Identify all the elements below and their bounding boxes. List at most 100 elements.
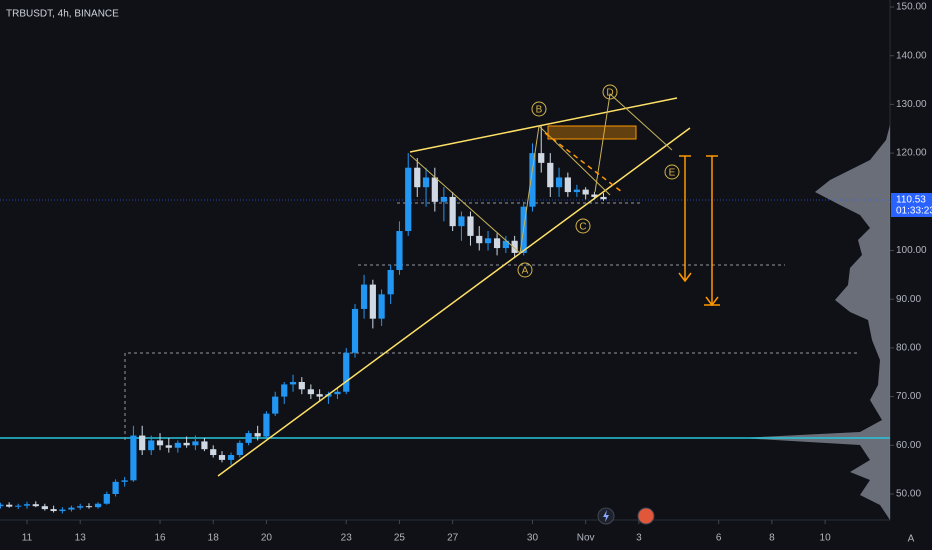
candle-body	[467, 216, 474, 236]
candle-body	[15, 505, 22, 507]
candle-body	[210, 449, 217, 456]
candle-body	[316, 394, 323, 397]
lightning-icon	[603, 510, 609, 522]
trend-line	[217, 127, 691, 477]
candle-body	[529, 153, 536, 207]
candle-body	[405, 167, 412, 232]
x-tick-label: 10	[820, 533, 832, 544]
wave-dashed	[544, 132, 623, 193]
candle-body	[112, 481, 119, 494]
y-tick-label: 140.00	[896, 50, 927, 61]
last-price: 110.53	[896, 195, 926, 206]
auto-scale-button[interactable]: A	[908, 534, 915, 545]
candle-body	[369, 284, 376, 319]
candle-body	[600, 196, 607, 200]
candle-body	[484, 238, 492, 244]
y-tick-label: 120.00	[896, 148, 927, 159]
candle-body	[236, 442, 243, 456]
candle-body	[245, 433, 252, 443]
wave-label-circle	[575, 218, 591, 234]
x-tick-label: 6	[716, 533, 722, 544]
x-tick-label: 30	[527, 533, 539, 544]
candle-body	[538, 153, 545, 163]
wave-label: D	[606, 88, 613, 99]
x-tick-label: 20	[261, 533, 273, 544]
candle-body	[148, 440, 155, 451]
countdown: 01:33:23	[896, 206, 932, 217]
candle-body	[360, 284, 368, 309]
candle-body	[396, 231, 403, 270]
wave-labels: A B C D E	[517, 84, 680, 278]
candle-body	[201, 441, 208, 450]
candle-body	[192, 441, 199, 446]
candle-body	[281, 384, 288, 397]
y-tick-label: 150.00	[896, 2, 927, 13]
x-tick-label: 16	[154, 533, 166, 544]
y-tick-label: 130.00	[896, 99, 927, 110]
symbol-title: TRBUSDT, 4h, BINANCE	[6, 9, 119, 20]
level-line	[124, 352, 860, 440]
candle-body	[23, 504, 31, 506]
candle-body	[94, 503, 102, 508]
candle-body	[183, 442, 190, 446]
candle-body	[272, 396, 279, 414]
candle-body	[6, 504, 13, 507]
candle-body	[493, 238, 501, 249]
candle-body	[387, 269, 394, 295]
x-tick-label: 3	[636, 533, 642, 544]
candle-body	[85, 506, 93, 508]
x-tick-label: 25	[394, 533, 406, 544]
candle-body	[422, 177, 430, 188]
candle-body	[68, 507, 75, 510]
candle-body	[139, 435, 146, 451]
candle-body	[130, 435, 137, 481]
candle-body	[440, 196, 447, 202]
trend-line	[409, 97, 678, 153]
y-tick-label: 80.00	[896, 343, 921, 354]
x-tick-label: Nov	[577, 533, 595, 544]
candle-body	[547, 162, 554, 188]
candle-body	[431, 177, 438, 202]
candle-body	[343, 352, 350, 392]
wave-label-circle	[517, 262, 533, 278]
candle-body	[298, 381, 305, 390]
wave-label-circle	[602, 84, 618, 100]
candle-body	[307, 389, 314, 395]
candle-body	[77, 506, 84, 508]
candle-body	[227, 455, 235, 460]
candle-body	[351, 308, 359, 353]
y-tick-label: 60.00	[896, 440, 921, 451]
candle-body	[476, 235, 483, 244]
event-icon[interactable]	[637, 507, 655, 525]
x-tick-label: 8	[769, 533, 775, 544]
candle-body	[165, 445, 172, 448]
wave-label: B	[536, 105, 543, 116]
candle-body	[41, 506, 48, 510]
x-tick-label: 18	[208, 533, 220, 544]
x-tick-label: 27	[447, 533, 459, 544]
candle-body	[254, 433, 261, 437]
wave-label: C	[579, 222, 586, 233]
x-tick-label: 23	[341, 533, 353, 544]
candle-body	[174, 442, 181, 448]
candle-body	[59, 509, 66, 512]
y-tick-label: 50.00	[896, 489, 921, 500]
candle-body	[289, 381, 297, 385]
wave-label: E	[669, 168, 676, 179]
wave-label-circle	[531, 101, 547, 117]
wave-label-circle	[664, 164, 680, 180]
candle-body	[103, 493, 110, 504]
candle-body	[218, 455, 226, 460]
y-tick-label: 100.00	[896, 245, 927, 256]
candle-body	[378, 294, 385, 319]
candle-body	[32, 504, 39, 507]
candle-body	[121, 480, 128, 482]
wave-line	[409, 124, 611, 254]
candle-body	[458, 216, 465, 227]
candle-body	[50, 509, 57, 512]
price-badge	[891, 193, 932, 217]
candle-body	[502, 240, 509, 249]
y-tick-label: 70.00	[896, 391, 921, 402]
